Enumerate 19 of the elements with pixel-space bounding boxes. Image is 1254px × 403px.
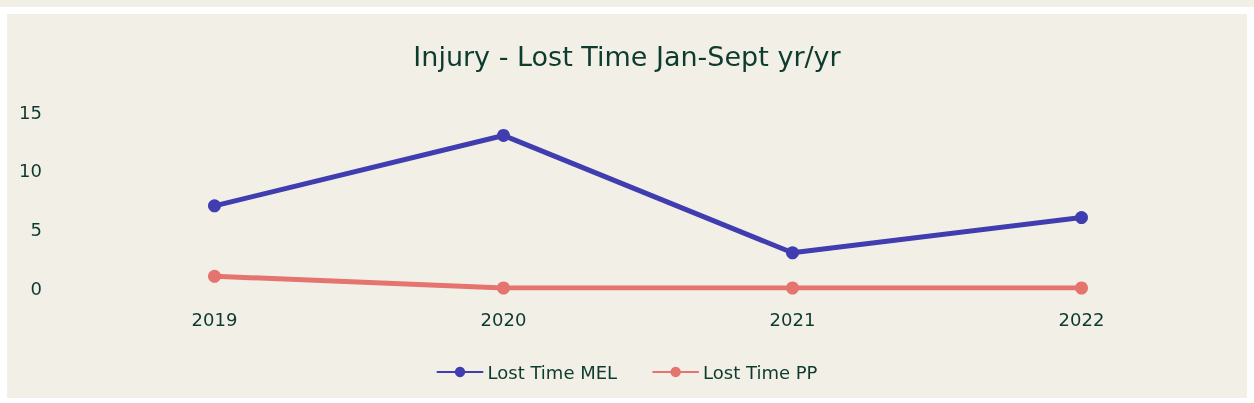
legend-label: Lost Time MEL xyxy=(487,361,618,383)
point xyxy=(208,269,221,283)
legend-label: Lost Time PP xyxy=(703,361,818,383)
y-tick-label: 0 xyxy=(30,277,42,299)
x-tick-label: 2021 xyxy=(769,308,816,330)
point xyxy=(497,128,510,142)
point xyxy=(208,199,221,213)
x-tick-label: 2022 xyxy=(1058,308,1105,330)
point xyxy=(786,246,799,260)
y-tick-label: 15 xyxy=(19,101,42,123)
y-tick-label: 10 xyxy=(19,160,42,182)
x-tick-label: 2020 xyxy=(480,308,527,330)
point xyxy=(786,281,799,295)
x-tick-label: 2019 xyxy=(191,308,238,330)
chart-title: Injury - Lost Time Jan-Sept yr/yr xyxy=(413,41,842,72)
point xyxy=(1075,211,1088,225)
y-tick-label: 5 xyxy=(30,218,42,240)
point xyxy=(497,281,510,295)
point xyxy=(1075,281,1088,295)
